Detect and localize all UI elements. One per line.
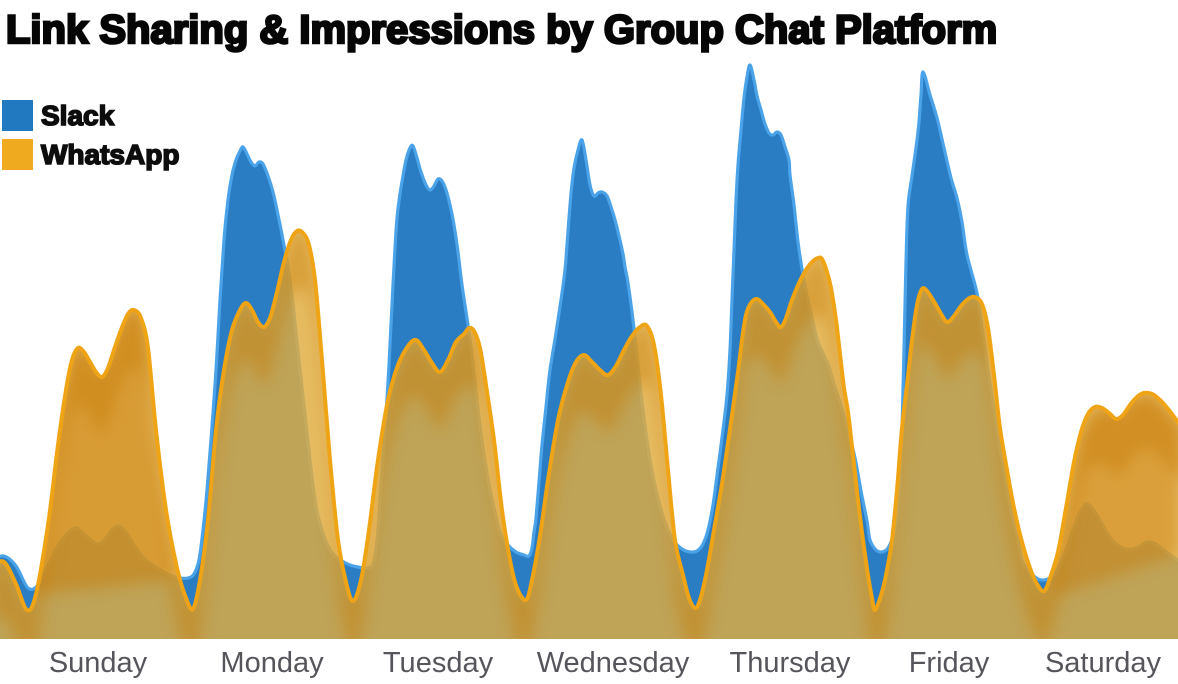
svg-text:Friday: Friday [909,647,990,679]
svg-text:Slack: Slack [41,100,115,131]
svg-text:Wednesday: Wednesday [537,647,690,679]
svg-text:Monday: Monday [220,647,324,679]
svg-text:Link Sharing & Impressions by: Link Sharing & Impressions by Group Chat… [6,8,997,52]
svg-text:Sunday: Sunday [49,647,148,679]
svg-text:Thursday: Thursday [730,647,851,679]
svg-text:WhatsApp: WhatsApp [41,139,179,170]
svg-text:Tuesday: Tuesday [383,647,494,679]
svg-text:Saturday: Saturday [1045,647,1162,679]
